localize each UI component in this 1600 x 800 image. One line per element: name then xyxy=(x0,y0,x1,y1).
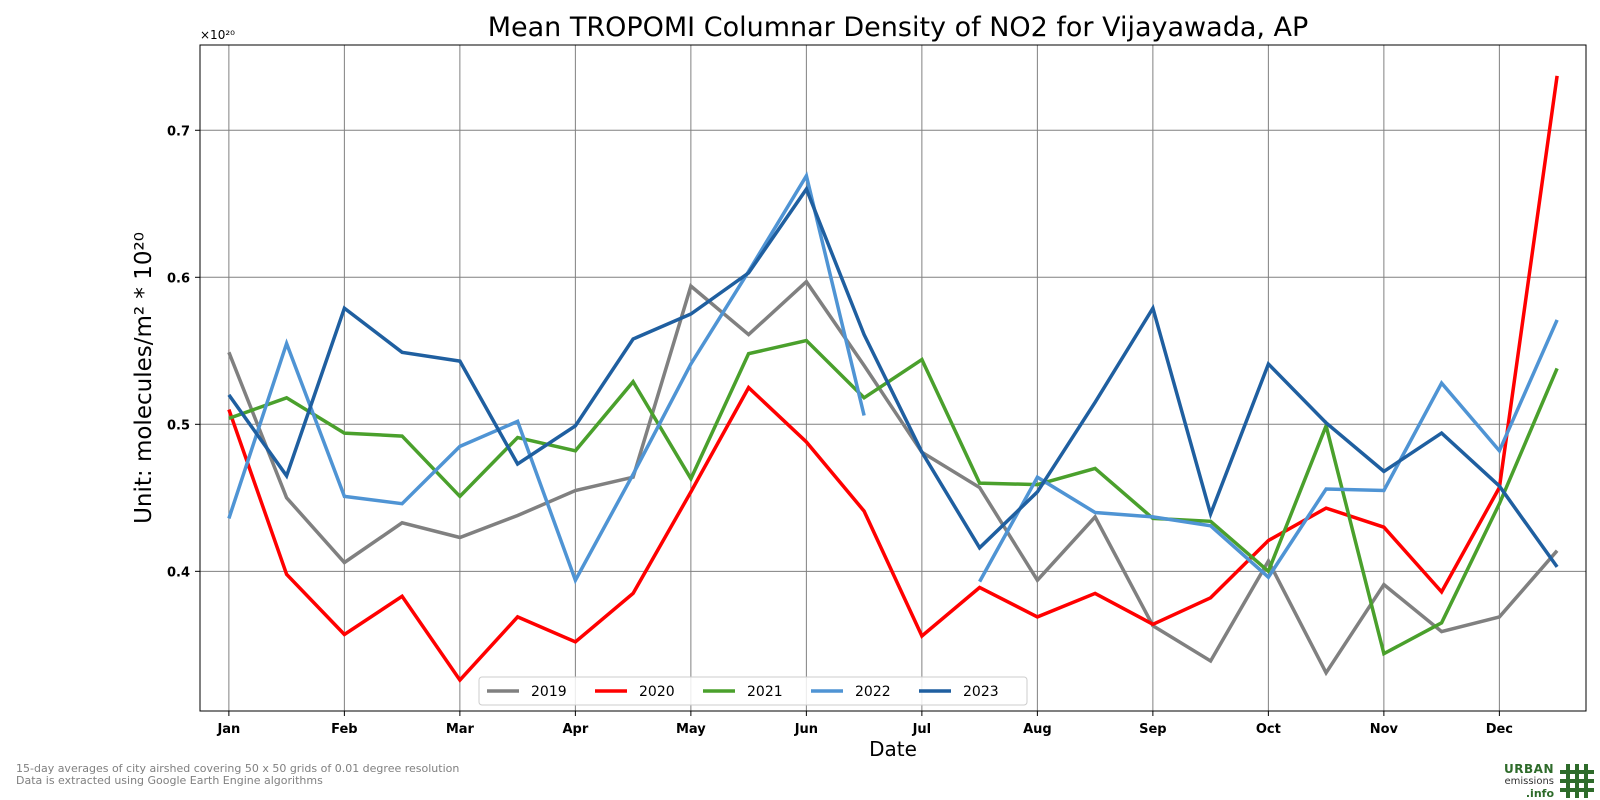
y-tick-label: 0.7 xyxy=(167,124,190,139)
series-line-2023 xyxy=(227,185,1559,568)
x-tick-label: Sep xyxy=(1139,722,1167,737)
footnote-resolution: 15-day averages of city airshed covering… xyxy=(16,762,460,775)
y-tick-label: 0.5 xyxy=(167,418,190,433)
series-lines xyxy=(227,75,1559,683)
logo-line-urban: URBAN xyxy=(1504,762,1554,776)
y-offset-label: ×10²⁰ xyxy=(200,28,235,42)
legend-box xyxy=(478,676,1028,706)
x-tick-label: May xyxy=(676,722,706,737)
logo-line-info: .info xyxy=(1525,787,1554,800)
y-tick-label: 0.6 xyxy=(167,271,190,286)
series-line-2021 xyxy=(228,338,1559,657)
logo-grid-icon xyxy=(1560,764,1594,798)
x-tick-label: Aug xyxy=(1023,722,1052,737)
x-tick-label: Feb xyxy=(331,722,357,737)
legend: 2019 2020 2021 2022 2023 xyxy=(478,676,1028,706)
series-line-2022 xyxy=(227,171,866,585)
chart-title: Mean TROPOMI Columnar Density of NO2 for… xyxy=(488,12,1309,43)
x-axis-label: Date xyxy=(869,737,917,761)
x-tick-label: Nov xyxy=(1370,722,1399,737)
logo-line-emissions: emissions xyxy=(1504,776,1554,787)
x-tick-label: Mar xyxy=(446,722,475,737)
x-tick-label: Jan xyxy=(216,722,240,737)
legend-label-2019: 2019 xyxy=(531,684,567,700)
plot-frame xyxy=(199,44,1587,712)
x-tick-label: Apr xyxy=(562,722,588,737)
urban-emissions-logo: URBAN emissions .info xyxy=(1498,762,1598,800)
x-tick-label: Jul xyxy=(912,722,932,737)
x-tick-label: Oct xyxy=(1256,722,1281,737)
y-tick-label: 0.4 xyxy=(167,565,190,580)
series-line-2019 xyxy=(227,279,1559,677)
x-tick-label: Dec xyxy=(1486,722,1513,737)
series-line-2022 xyxy=(978,319,1559,583)
legend-label-2022: 2022 xyxy=(855,684,891,700)
y-axis-label: Unit: molecules/m² * 10²⁰ xyxy=(131,232,157,524)
series-line-2020 xyxy=(227,75,1559,683)
legend-label-2021: 2021 xyxy=(747,684,783,700)
legend-label-2020: 2020 xyxy=(639,684,675,700)
footnote-source: Data is extracted using Google Earth Eng… xyxy=(16,774,323,787)
x-tick-label: Jun xyxy=(794,722,818,737)
tick-labels: Jan Feb Mar Apr May Jun Jul Aug Sep Oct Nov Dec 0.4 0… xyxy=(167,124,1513,737)
legend-label-2023: 2023 xyxy=(963,684,999,700)
